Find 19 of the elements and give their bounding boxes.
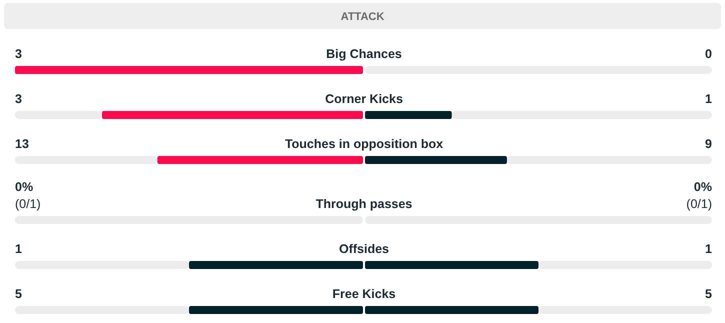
data-label: 0% (0/1) [686, 180, 712, 211]
data-label: 1 [705, 242, 712, 256]
data-label: 3 [15, 92, 22, 106]
data-label: 5 [705, 287, 712, 301]
data-label: 1 [705, 92, 712, 106]
data-label: 9 [705, 137, 712, 151]
category-label: Through passes [316, 197, 412, 211]
data-label: 13 [15, 137, 29, 151]
data-label: 5 [15, 287, 22, 301]
category-label: Big Chances [326, 47, 402, 61]
data-label: 0% (0/1) [15, 180, 41, 211]
category-label: Offsides [338, 242, 390, 256]
data-label: 0 [705, 47, 712, 61]
category-label: Corner Kicks [325, 92, 403, 106]
category-label: Free Kicks [332, 287, 396, 301]
data-label: 1 [15, 242, 22, 256]
category-label: Touches in opposition box [284, 137, 444, 151]
data-label: 3 [15, 47, 22, 61]
text: ATTACK [340, 11, 384, 23]
